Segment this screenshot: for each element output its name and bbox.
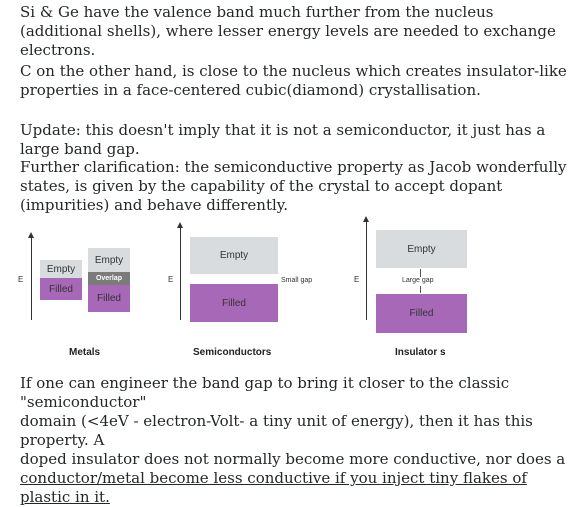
paragraph-valence-band: Si & Ge have the valence band much furth… [20,3,556,59]
insulators-empty-band: Empty [376,230,467,268]
paragraph-line-2: domain (<4eV - electron-Volt- a tiny uni… [20,412,533,449]
semiconductors-empty-band: Empty [190,237,278,274]
large-gap-arrow-top [420,269,421,277]
paragraph-line-1: If one can engineer the band gap to brin… [20,374,510,411]
insulators-filled-band: Filled [376,294,467,333]
metals-left-filled-band: Filled [40,278,82,300]
large-gap-label: Large gap [402,277,434,284]
paragraph-line-4: conductor/metal become less conductive i… [20,469,527,506]
paragraph-band-gap-engineering: If one can engineer the band gap to brin… [20,374,576,507]
energy-axis-metals [31,238,32,320]
metals-right-filled-band: Filled [88,285,130,312]
paragraph-update: Update: this doesn't imply that it is no… [20,121,546,158]
large-gap-arrow-bottom [420,286,421,293]
energy-axis-label-semiconductors: E [168,275,174,284]
semiconductors-filled-band: Filled [190,284,278,322]
caption-semiconductors: Semiconductors [193,347,272,358]
band-gap-diagram: E Empty Filled Empty Overlap Filled Meta… [0,212,580,362]
energy-axis-arrow-semiconductors [177,222,183,228]
caption-insulators: Insulator s [395,347,446,358]
energy-axis-arrow-metals [28,232,34,238]
small-gap-label: Small gap [281,277,313,284]
metals-overlap-band: Overlap [88,272,130,285]
energy-axis-label-metals: E [18,275,24,284]
energy-axis-semiconductors [180,228,181,320]
metals-right-empty-band: Empty [88,248,130,272]
caption-metals: Metals [69,347,101,358]
energy-axis-arrow-insulators [363,216,369,222]
energy-axis-insulators [366,222,367,320]
metals-left-empty-band: Empty [40,260,82,278]
paragraph-clarification: Further clarification: the semiconductiv… [20,158,567,214]
energy-axis-label-insulators: E [354,275,360,284]
paragraph-carbon: C on the other hand, is close to the nuc… [20,62,567,99]
